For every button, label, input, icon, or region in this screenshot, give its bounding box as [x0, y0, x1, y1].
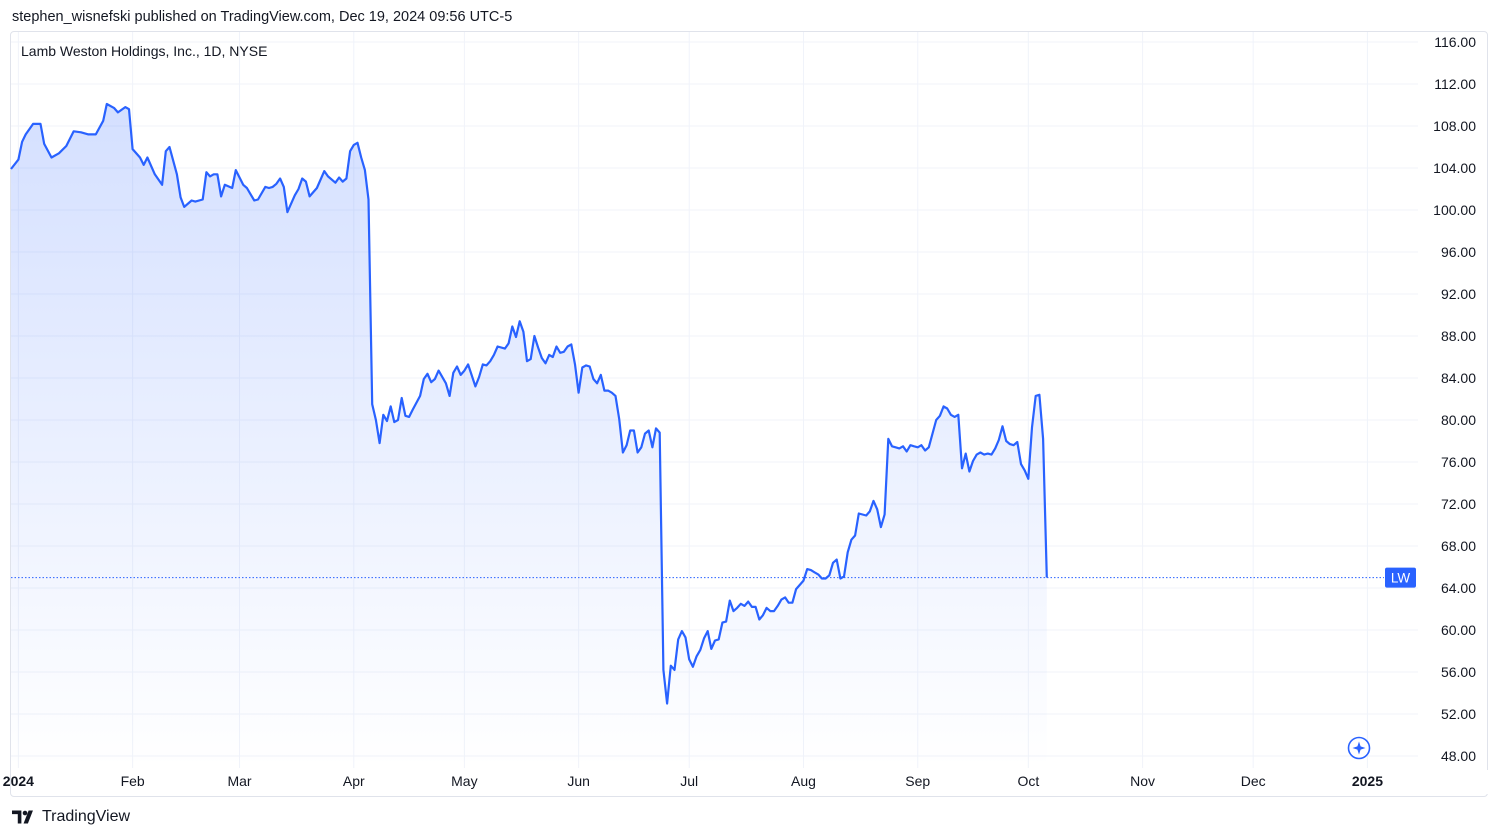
- x-tick-label: Sep: [905, 773, 930, 789]
- x-tick-label: Oct: [1017, 773, 1039, 789]
- axis-mask: [1418, 770, 1498, 794]
- y-tick-label: 108.00: [1433, 118, 1476, 134]
- y-tick-label: 48.00: [1441, 748, 1476, 764]
- symbol-badge-label: LW: [1391, 571, 1411, 586]
- y-tick-label: 68.00: [1441, 538, 1476, 554]
- x-tick-label: Jun: [567, 773, 590, 789]
- footer-brand: TradingView: [12, 808, 130, 826]
- y-tick-label: 112.00: [1434, 76, 1476, 92]
- y-tick-label: 84.00: [1441, 370, 1476, 386]
- y-tick-label: 56.00: [1441, 664, 1476, 680]
- chart-frame: [10, 31, 1488, 797]
- tradingview-logo-icon: [12, 810, 33, 824]
- x-tick-label: May: [451, 773, 477, 789]
- y-tick-label: 80.00: [1441, 412, 1476, 428]
- x-tick-label: Dec: [1241, 773, 1266, 789]
- time-axis: 2024 Feb Mar Apr May Jun Jul Aug Sep Oct Nov Dec 202…: [3, 770, 1498, 794]
- x-tick-label: Feb: [121, 773, 145, 789]
- publisher-line: stephen_wisnefski published on TradingVi…: [12, 9, 513, 25]
- y-tick-label: 72.00: [1441, 496, 1476, 512]
- symbol-title: Lamb Weston Holdings, Inc., 1D, NYSE: [21, 43, 268, 59]
- series-line: [10, 102, 1048, 705]
- x-tick-label: 2024: [3, 773, 34, 789]
- y-tick-label: 60.00: [1441, 622, 1476, 638]
- x-tick-label: Mar: [227, 773, 251, 789]
- series-area: [11, 104, 1047, 768]
- symbol-badge: [1385, 567, 1416, 588]
- y-tick-label: 116.00: [1434, 34, 1476, 50]
- y-tick-label: 52.00: [1441, 706, 1476, 722]
- price-axis: 116.00 112.00 108.00 104.00 100.00 96.00 92.00…: [1433, 34, 1476, 764]
- scroll-to-realtime-icon[interactable]: [1347, 736, 1371, 760]
- y-tick-label: 104.00: [1433, 160, 1476, 176]
- y-tick-label: 76.00: [1441, 454, 1476, 470]
- x-tick-label: Aug: [791, 773, 816, 789]
- y-tick-label: 88.00: [1441, 328, 1476, 344]
- x-tick-label: Nov: [1130, 773, 1155, 789]
- y-tick-label: 92.00: [1441, 286, 1476, 302]
- x-tick-label: Jul: [680, 773, 698, 789]
- x-tick-label: Apr: [343, 773, 365, 789]
- y-tick-label: 100.00: [1433, 202, 1476, 218]
- series-layer: LW: [10, 102, 1416, 768]
- x-tick-label: 2025: [1352, 773, 1383, 789]
- brand-name: TradingView: [42, 808, 131, 825]
- y-tick-label: 64.00: [1441, 580, 1476, 596]
- y-tick-label: 96.00: [1441, 244, 1476, 260]
